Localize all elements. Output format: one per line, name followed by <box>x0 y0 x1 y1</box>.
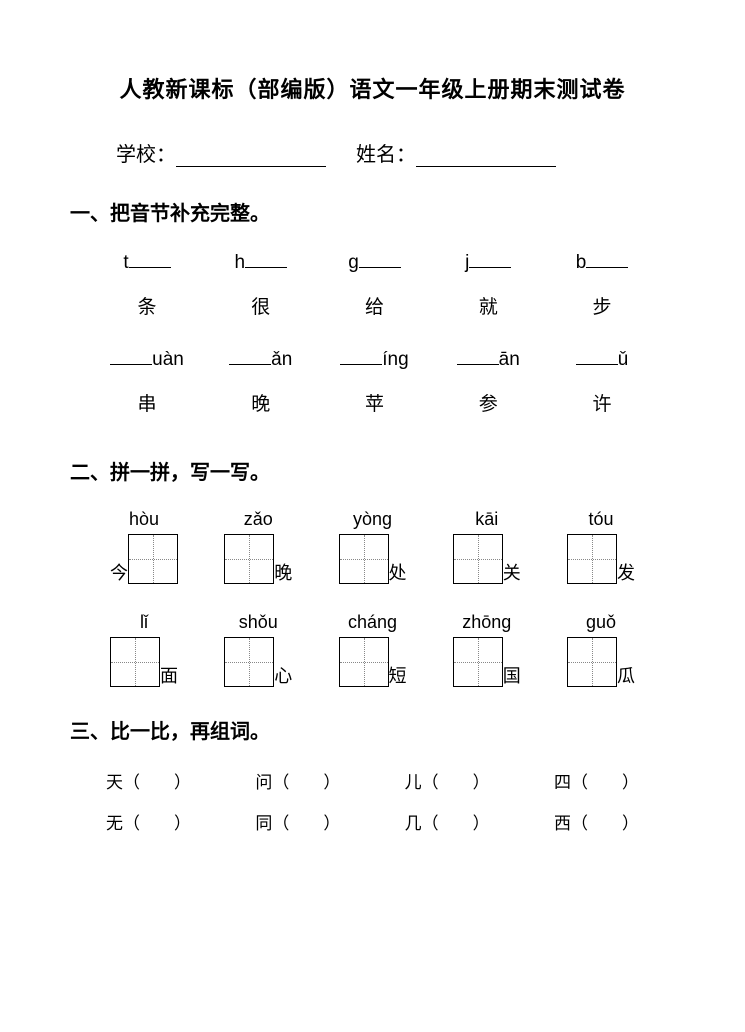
s1-char: 步 <box>557 292 647 319</box>
tianzige-box[interactable] <box>128 534 178 584</box>
s1-initial: h <box>234 252 245 274</box>
tianzige-box[interactable] <box>567 534 617 584</box>
s3-item[interactable]: 四（ ） <box>554 768 639 793</box>
s1-char: 给 <box>330 292 420 319</box>
s1-char: 晚 <box>216 389 306 416</box>
s1-char: 许 <box>557 389 647 416</box>
s2-item: yòng 处 <box>321 509 425 584</box>
s1-final: ǔ <box>618 349 629 371</box>
s2-pinyin: kāi <box>475 509 498 530</box>
s1-initials-row: t h g j b <box>88 250 657 274</box>
s1-chars-row: 条 很 给 就 步 <box>88 292 657 319</box>
s1-final: ān <box>499 349 520 371</box>
s2-pinyin: hòu <box>129 509 159 530</box>
student-info-row: 学校： 姓名： <box>88 138 657 167</box>
s2-pinyin: lǐ <box>140 612 148 633</box>
s2-item: zǎo 晚 <box>206 509 310 584</box>
s1-char: 就 <box>443 292 533 319</box>
s2-pinyin: guǒ <box>586 612 616 633</box>
s2-postchar: 处 <box>389 564 407 584</box>
s3-item[interactable]: 天（ ） <box>106 768 191 793</box>
s2-item: kāi 关 <box>435 509 539 584</box>
s3-item[interactable]: 同（ ） <box>255 809 340 834</box>
name-label: 姓名： <box>356 144 416 166</box>
tianzige-box[interactable] <box>453 534 503 584</box>
s2-item: cháng 短 <box>321 612 425 687</box>
s2-postchar: 关 <box>503 564 521 584</box>
s1-blank[interactable] <box>576 347 618 365</box>
s2-postchar: 面 <box>160 667 178 687</box>
s3-item[interactable]: 西（ ） <box>554 809 639 834</box>
s1-blank[interactable] <box>586 250 628 268</box>
s1-char: 条 <box>102 292 192 319</box>
s2-postchar: 心 <box>274 667 292 687</box>
s2-item: tóu 发 <box>549 509 653 584</box>
section1-heading: 一、把音节补充完整。 <box>70 197 657 226</box>
s1-blank[interactable] <box>110 347 152 365</box>
s1-final: uàn <box>152 349 184 371</box>
s1-char: 参 <box>443 389 533 416</box>
s1-final: íng <box>382 349 408 371</box>
tianzige-box[interactable] <box>339 534 389 584</box>
s2-postchar: 国 <box>503 667 521 687</box>
s2-item: hòu 今 <box>92 509 196 584</box>
s3-item[interactable]: 问（ ） <box>255 768 340 793</box>
school-label: 学校： <box>116 144 176 166</box>
s2-postchar: 短 <box>389 667 407 687</box>
s1-blank[interactable] <box>359 250 401 268</box>
s2-item: zhōng 国 <box>435 612 539 687</box>
s3-row2: 无（ ） 同（ ） 几（ ） 西（ ） <box>88 809 657 834</box>
s2-pinyin: shǒu <box>239 612 278 633</box>
tianzige-box[interactable] <box>224 534 274 584</box>
s2-row1: hòu 今 zǎo 晚 yòng 处 kāi 关 tóu 发 <box>88 509 657 584</box>
tianzige-box[interactable] <box>339 637 389 687</box>
s2-row2: lǐ 面 shǒu 心 cháng 短 zhōng 国 guǒ 瓜 <box>88 612 657 687</box>
s2-prechar: 今 <box>110 564 128 584</box>
s1-initial: g <box>348 252 359 274</box>
s2-item: guǒ 瓜 <box>549 612 653 687</box>
s3-item[interactable]: 几（ ） <box>405 809 490 834</box>
s2-pinyin: cháng <box>348 612 397 633</box>
s2-pinyin: tóu <box>588 509 613 530</box>
name-blank[interactable] <box>416 147 556 167</box>
s1-blank[interactable] <box>129 250 171 268</box>
tianzige-box[interactable] <box>224 637 274 687</box>
s3-item[interactable]: 无（ ） <box>106 809 191 834</box>
s1-blank[interactable] <box>245 250 287 268</box>
s2-item: shǒu 心 <box>206 612 310 687</box>
s3-row1: 天（ ） 问（ ） 儿（ ） 四（ ） <box>88 768 657 793</box>
s1-blank[interactable] <box>340 347 382 365</box>
s2-postchar: 晚 <box>274 564 292 584</box>
exam-title: 人教新课标（部编版）语文一年级上册期末测试卷 <box>88 72 657 104</box>
s1-blank[interactable] <box>229 347 271 365</box>
s2-postchar: 瓜 <box>617 667 635 687</box>
s3-item[interactable]: 儿（ ） <box>405 768 490 793</box>
s2-pinyin: zǎo <box>244 509 273 530</box>
s1-final: ǎn <box>271 349 292 371</box>
s1-char: 很 <box>216 292 306 319</box>
tianzige-box[interactable] <box>567 637 617 687</box>
section3-heading: 三、比一比，再组词。 <box>70 715 657 744</box>
section2-heading: 二、拼一拼，写一写。 <box>70 456 657 485</box>
school-blank[interactable] <box>176 147 326 167</box>
s1-initial: b <box>576 252 587 274</box>
s1-blank[interactable] <box>469 250 511 268</box>
s2-item: lǐ 面 <box>92 612 196 687</box>
s1-finals-row: uàn ǎn íng ān ǔ <box>88 347 657 371</box>
tianzige-box[interactable] <box>453 637 503 687</box>
s2-postchar: 发 <box>617 564 635 584</box>
s1-char: 苹 <box>330 389 420 416</box>
s1-chars-row2: 串 晚 苹 参 许 <box>88 389 657 416</box>
s2-pinyin: yòng <box>353 509 392 530</box>
s1-blank[interactable] <box>457 347 499 365</box>
s2-pinyin: zhōng <box>462 612 511 633</box>
s1-char: 串 <box>102 389 192 416</box>
tianzige-box[interactable] <box>110 637 160 687</box>
